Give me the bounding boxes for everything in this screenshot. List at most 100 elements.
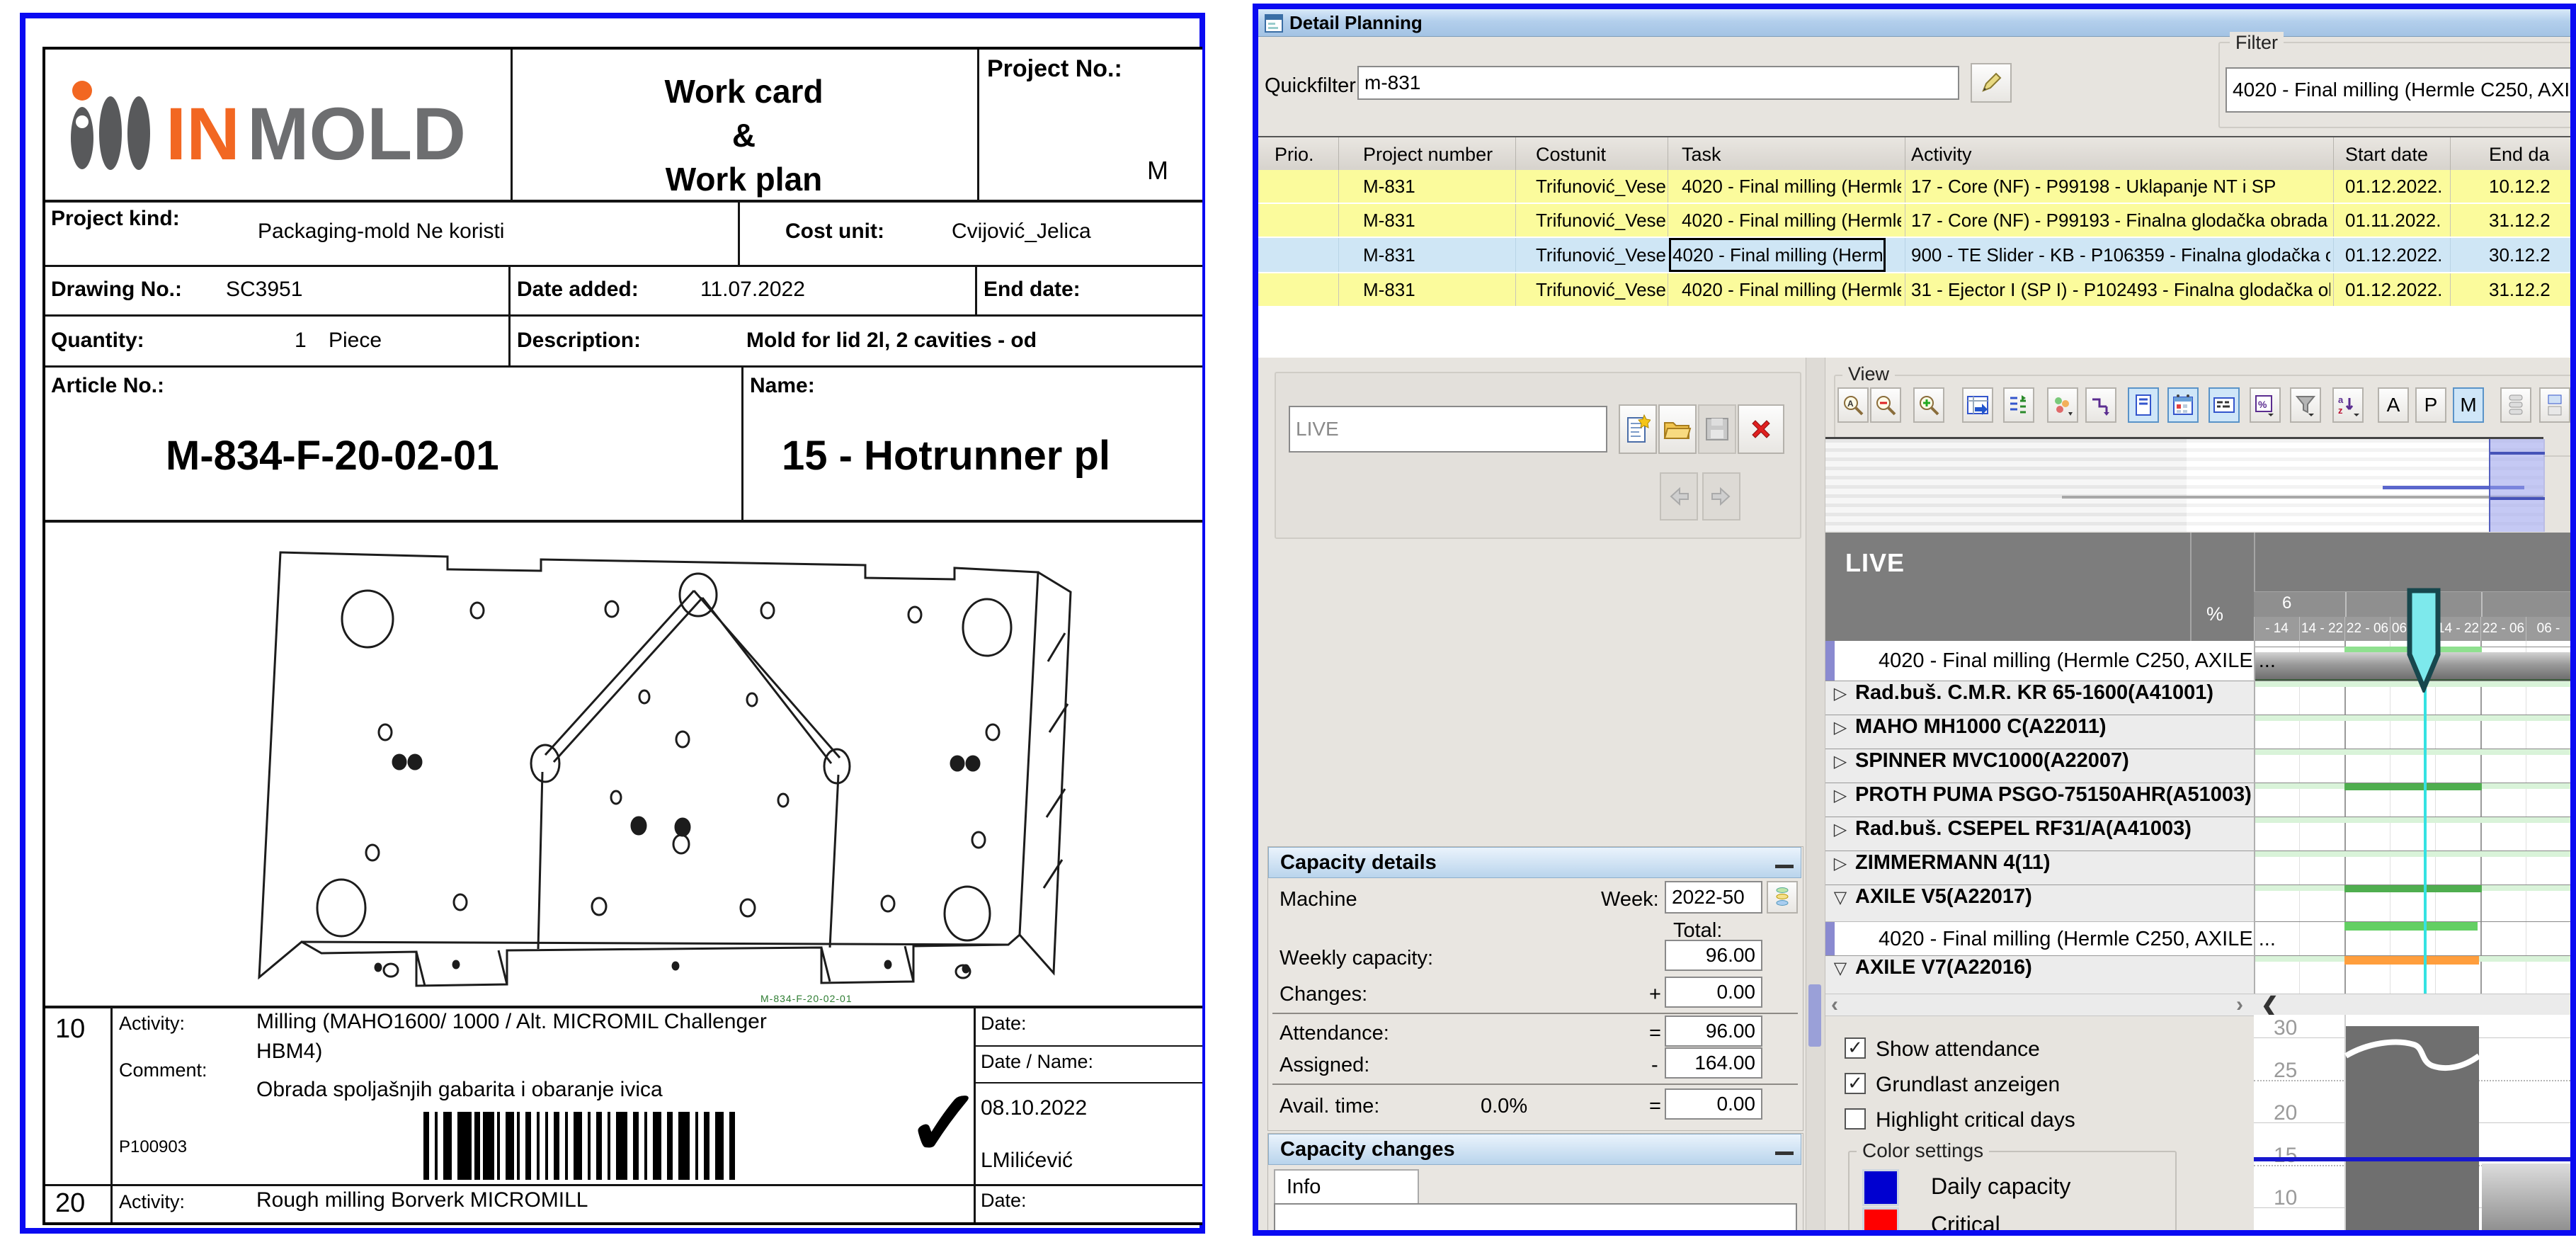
zoom-fit-button[interactable]: A — [1837, 387, 1869, 423]
gantt-row-machine[interactable]: ▷ PROTH PUMA PSGO-75150AHR(A51003) — [1825, 783, 2254, 817]
expand-triangle-icon[interactable]: ▷ — [1833, 820, 1847, 839]
scrollbar-thumb[interactable] — [1808, 984, 1821, 1047]
avail-time-value[interactable] — [1665, 1088, 1762, 1120]
cell-costunit[interactable]: Trifunović_Veselin — [1536, 209, 1667, 231]
cell-start-date[interactable]: 01.12.2022. — [2345, 278, 2443, 300]
cell-end-date[interactable]: 30.12.2 — [2489, 244, 2551, 266]
undo-plan-button[interactable] — [1660, 472, 1698, 521]
calendar-view-button[interactable] — [2167, 387, 2199, 423]
highlight-critical-checkbox[interactable] — [1845, 1108, 1866, 1130]
gantt-row-machine-expanded[interactable]: ▽ AXILE V5(A22017) — [1825, 885, 2254, 922]
delete-scenario-button[interactable] — [1738, 404, 1784, 454]
collapse-triangle-icon[interactable]: ▽ — [1833, 959, 1847, 978]
expand-triangle-icon[interactable]: ▷ — [1833, 752, 1847, 771]
label-view-button[interactable] — [2209, 387, 2240, 423]
task-row[interactable]: M-831 Trifunović_Veselin 4020 - Final mi… — [1258, 204, 2570, 238]
redo-plan-button[interactable] — [1702, 472, 1740, 521]
expand-triangle-icon[interactable]: ▷ — [1833, 684, 1847, 703]
gantt-row-machine[interactable]: ▷ Rad.buš. CSEPEL RF31/A(A41003) — [1825, 817, 2254, 851]
goto-task-button[interactable] — [1962, 387, 1993, 423]
zoom-out-button[interactable] — [1870, 387, 1901, 423]
collapse-panel-icon[interactable] — [1775, 1140, 1794, 1155]
open-scenario-button[interactable] — [1658, 404, 1697, 454]
cell-activity[interactable]: 17 - Core (NF) - P99193 - Finalna glodač… — [1911, 209, 2330, 231]
expand-triangle-icon[interactable]: ▷ — [1833, 854, 1847, 873]
week-picker-button[interactable] — [1767, 881, 1798, 914]
capacity-changes-list[interactable] — [1274, 1203, 1797, 1230]
percent-edit-button[interactable]: % — [2250, 387, 2281, 423]
daily-capacity-swatch[interactable] — [1862, 1169, 1899, 1206]
collapse-triangle-icon[interactable]: ▽ — [1833, 888, 1847, 907]
gantt-bar-axile-v5[interactable] — [2344, 885, 2482, 892]
link-mode-button[interactable] — [2085, 387, 2116, 423]
weekly-capacity-value[interactable] — [1665, 940, 1762, 971]
scroll-left-icon[interactable]: ‹ — [1831, 993, 1838, 1016]
scroll-right-icon[interactable]: › — [2236, 993, 2243, 1016]
timeline-hscrollbar[interactable]: ❮ — [2254, 994, 2570, 1017]
cell-start-date[interactable]: 01.11.2022. — [2345, 209, 2441, 231]
quickfilter-input[interactable] — [1357, 66, 1959, 100]
now-marker[interactable] — [2405, 586, 2442, 693]
expand-triangle-icon[interactable]: ▷ — [1833, 718, 1847, 737]
table-header-row[interactable]: Prio. Project number Costunit Task Activ… — [1258, 136, 2570, 172]
cell-project[interactable]: M-831 — [1363, 209, 1415, 231]
capacity-changes-header[interactable]: Capacity changes — [1268, 1134, 1801, 1165]
col-header-prio[interactable]: Prio. — [1275, 143, 1314, 165]
cell-costunit[interactable]: Trifunović_Veselin — [1536, 278, 1667, 300]
critical-swatch[interactable] — [1862, 1207, 1899, 1230]
row-list-button[interactable] — [2500, 387, 2531, 423]
expand-triangle-icon[interactable]: ▷ — [1833, 786, 1847, 805]
week-input[interactable] — [1665, 881, 1762, 914]
cell-costunit[interactable]: Trifunović_Veselin — [1536, 244, 1667, 266]
clipped-toolbar-button[interactable] — [2539, 387, 2570, 423]
task-row-selected[interactable]: M-831 Trifunović_Veselin 4020 - Final mi… — [1258, 238, 2570, 273]
cell-end-date[interactable]: 31.12.2 — [2489, 278, 2551, 300]
grundlast-checkbox[interactable]: ✓ — [1845, 1073, 1866, 1094]
utilization-view-button[interactable] — [2047, 387, 2078, 423]
gantt-row-machine[interactable]: ▷ MAHO MH1000 C(A22011) — [1825, 715, 2254, 749]
timeline-overview[interactable] — [1825, 437, 2545, 532]
expand-structure-button[interactable] — [2003, 387, 2034, 423]
gantt-row-task-child[interactable]: 4020 - Final milling (Hermle C250, AXILE… — [1825, 921, 2276, 956]
machine-list-hscrollbar[interactable]: ‹ › — [1825, 993, 2254, 1016]
col-header-activity[interactable]: Activity — [1911, 143, 1972, 165]
gantt-row-task-summary[interactable]: 4020 - Final milling (Hermle C250, AXILE… — [1825, 641, 2276, 681]
cell-project[interactable]: M-831 — [1363, 175, 1415, 197]
mode-p-button[interactable]: P — [2415, 387, 2446, 423]
cell-activity[interactable]: 31 - Ejector I (SP I) - P102493 - Finaln… — [1911, 278, 2330, 300]
cell-task[interactable]: 4020 - Final milling (Hermle... — [1682, 278, 1901, 300]
vertical-scrollbar[interactable] — [1806, 358, 1825, 1230]
attendance-value[interactable] — [1665, 1016, 1762, 1047]
col-header-task[interactable]: Task — [1682, 143, 1721, 165]
mode-a-button[interactable]: A — [2378, 387, 2409, 423]
col-header-costunit[interactable]: Costunit — [1536, 143, 1607, 165]
gantt-bar-axile-v5-task[interactable] — [2344, 922, 2478, 931]
cell-costunit[interactable]: Trifunović_Veselin — [1536, 175, 1667, 197]
edit-filter-button[interactable] — [1971, 63, 2012, 103]
info-tab[interactable]: Info — [1274, 1169, 1419, 1203]
gantt-row-machine[interactable]: ▷ ZIMMERMANN 4(11) — [1825, 851, 2254, 885]
gantt-timeline[interactable] — [2254, 641, 2570, 994]
cell-activity[interactable]: 17 - Core (NF) - P99198 - Uklapanje NT i… — [1911, 175, 2276, 197]
gantt-row-machine[interactable]: ▷ Rad.buš. C.M.R. KR 65-1600(A41001) — [1825, 681, 2254, 715]
column-view-button[interactable] — [2128, 387, 2159, 423]
cell-task[interactable]: 4020 - Final milling (Hermle... — [1682, 209, 1901, 231]
filter-tasks-button[interactable] — [2290, 387, 2321, 423]
scenario-input[interactable] — [1289, 406, 1607, 453]
cell-start-date[interactable]: 01.12.2022. — [2345, 244, 2443, 266]
gantt-bar-axile-v7[interactable] — [2344, 956, 2479, 965]
filter-dropdown[interactable]: 4020 - Final milling (Hermle C250, AXILE — [2225, 67, 2570, 113]
zoom-in-button[interactable] — [1913, 387, 1944, 423]
mode-m-button[interactable]: M — [2453, 387, 2484, 423]
col-header-end[interactable]: End da — [2489, 143, 2550, 165]
cell-project[interactable]: M-831 — [1363, 278, 1415, 300]
save-scenario-button[interactable] — [1698, 404, 1736, 454]
collapse-panel-icon[interactable] — [1775, 853, 1794, 868]
cell-activity[interactable]: 900 - TE Slider - KB - P106359 - Finalna… — [1911, 244, 2330, 266]
cell-start-date[interactable]: 01.12.2022. — [2345, 175, 2443, 197]
cell-end-date[interactable]: 31.12.2 — [2489, 209, 2551, 231]
gantt-bar-proth[interactable] — [2344, 783, 2482, 790]
scroll-left-icon[interactable]: ❮ — [2261, 994, 2279, 1017]
cell-project[interactable]: M-831 — [1363, 244, 1415, 266]
capacity-details-header[interactable]: Capacity details — [1268, 847, 1801, 878]
